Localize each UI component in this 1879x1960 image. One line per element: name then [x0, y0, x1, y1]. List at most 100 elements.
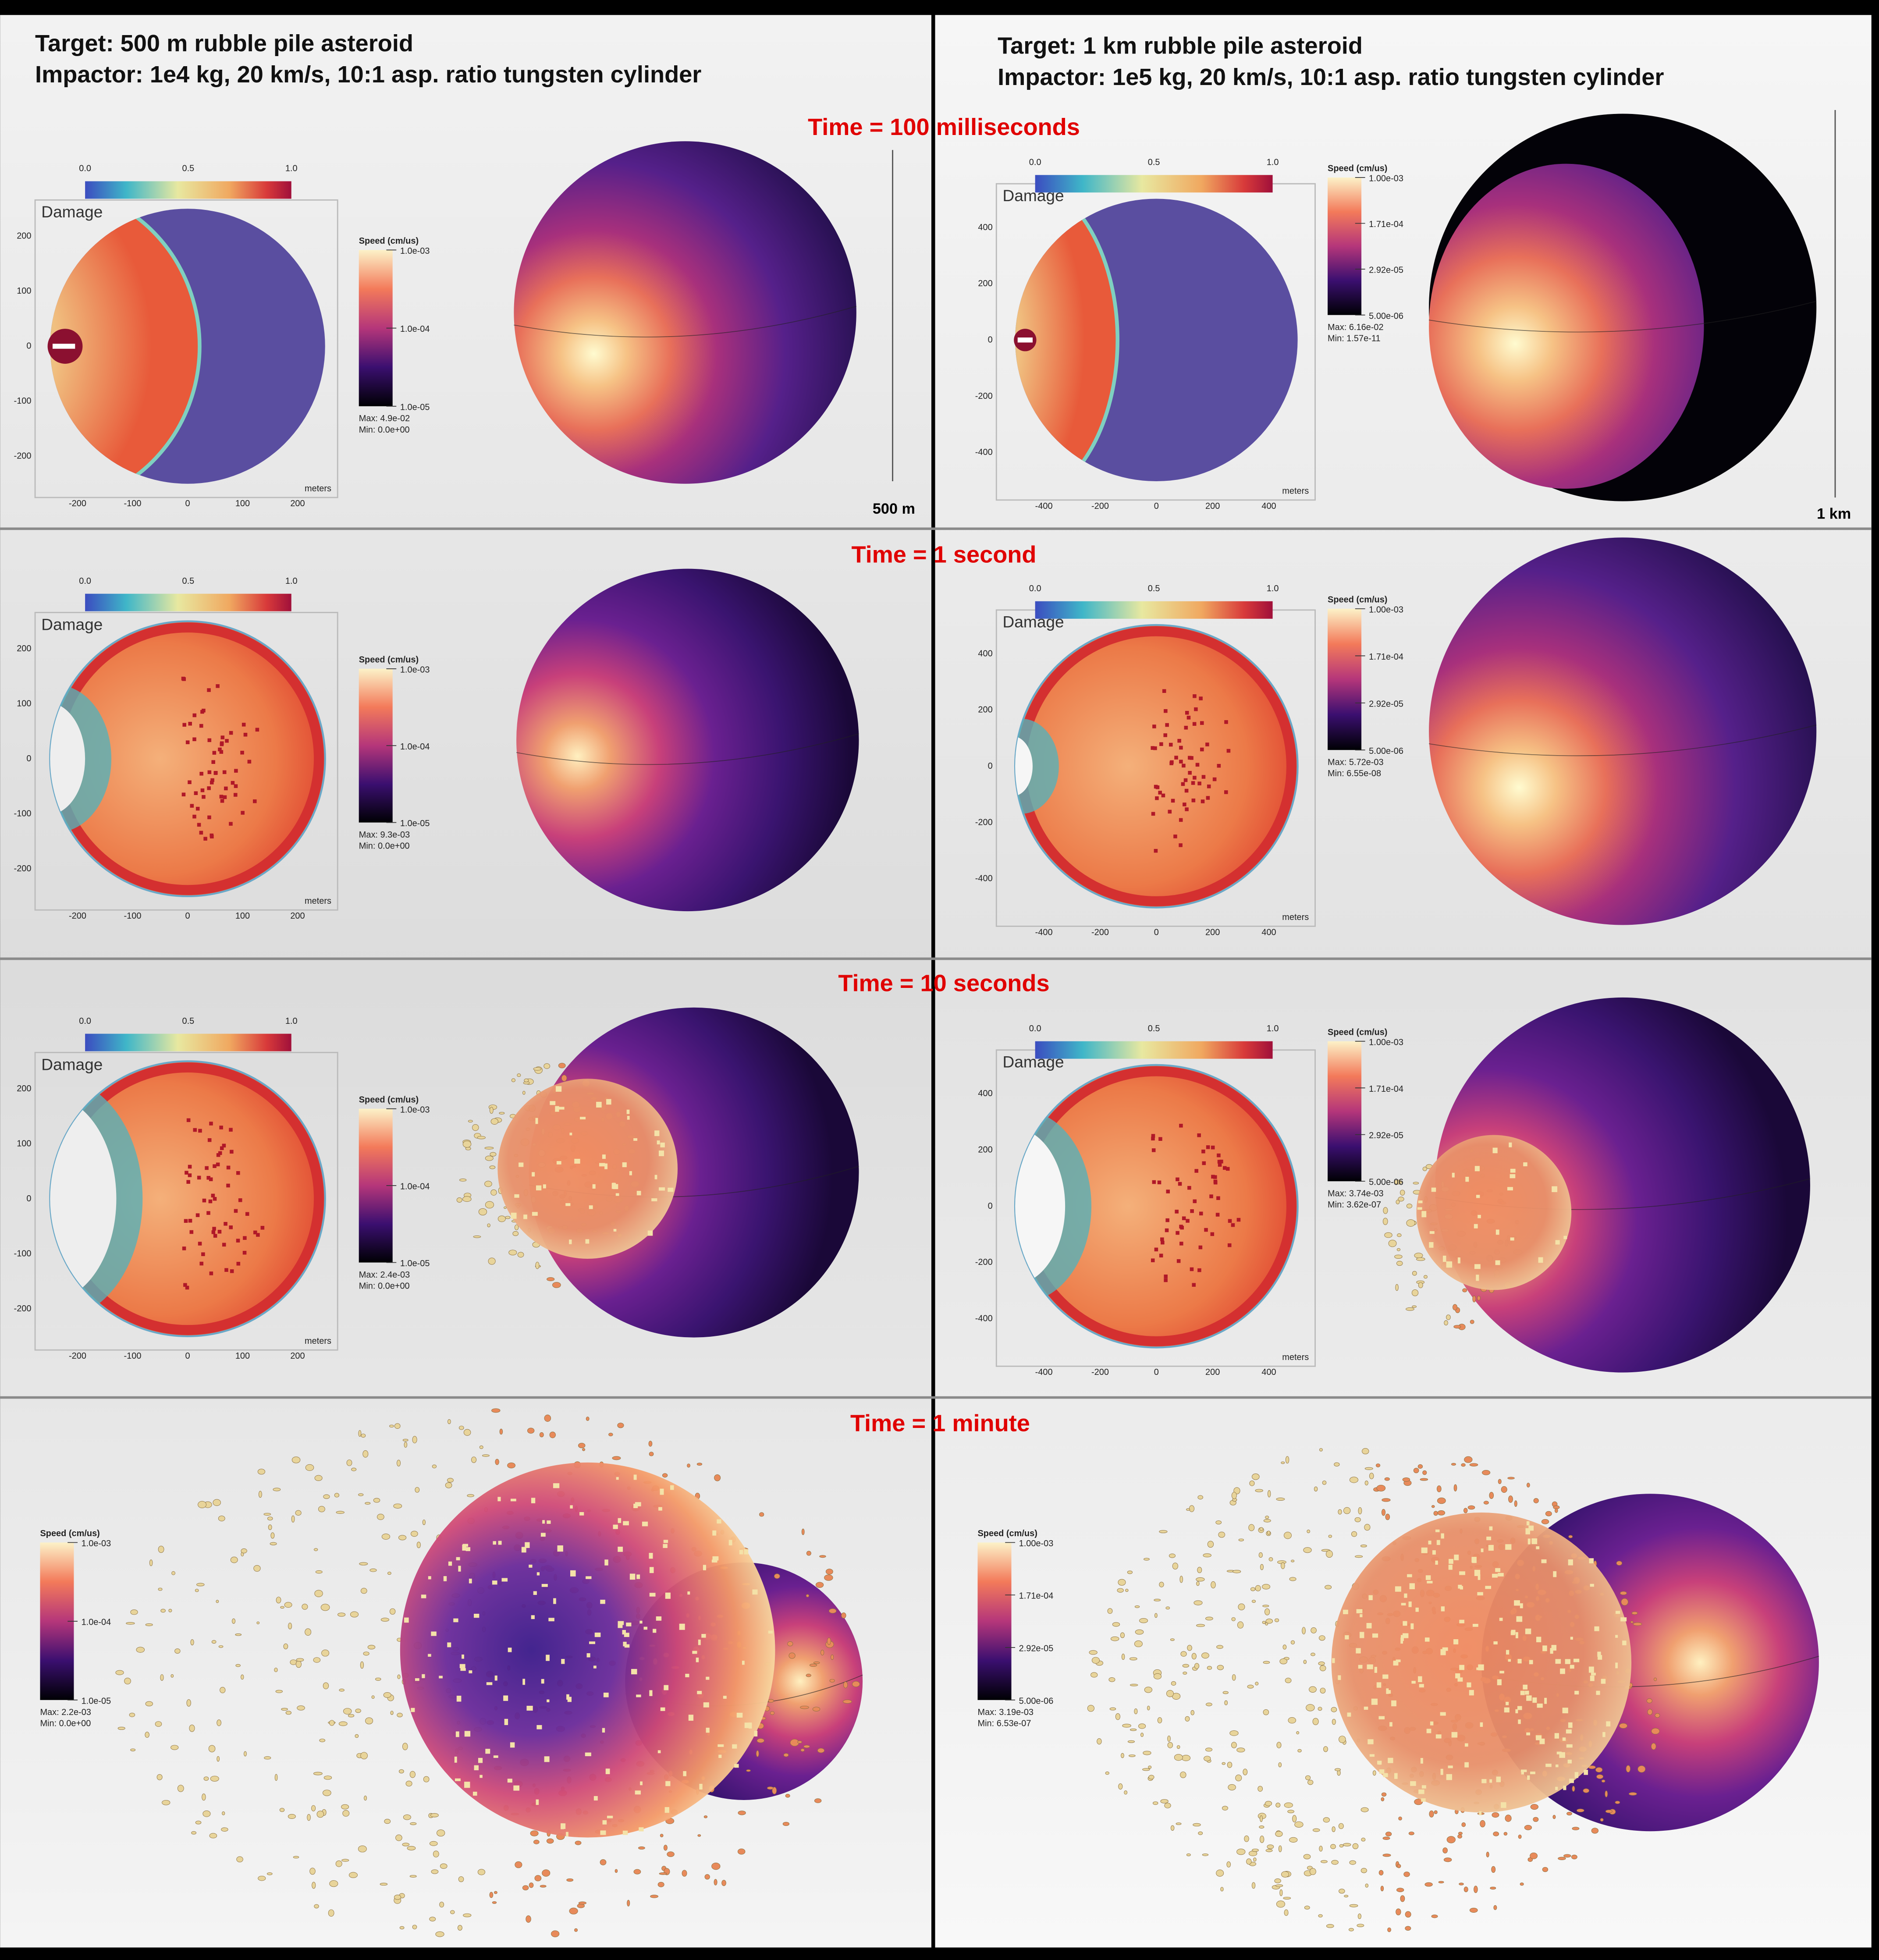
- debris: [1458, 1835, 1462, 1838]
- ejecta-fragment: [644, 1627, 648, 1630]
- damage-speckle: [1175, 1210, 1179, 1214]
- ejecta-fragment: [1568, 1722, 1573, 1728]
- debris: [198, 1501, 206, 1508]
- debris: [1130, 1684, 1138, 1686]
- debris: [1555, 1509, 1558, 1513]
- debris: [402, 1843, 409, 1846]
- damage-speckle: [201, 1252, 205, 1256]
- debris: [1508, 1477, 1515, 1479]
- debris: [477, 1136, 485, 1139]
- ejecta-fragment: [547, 1520, 551, 1524]
- debris: [1492, 1812, 1499, 1817]
- damage-speckle: [234, 769, 238, 773]
- damage-speckle: [1180, 1226, 1184, 1230]
- ejecta-fragment: [1458, 1257, 1460, 1264]
- speed-tick-label: 1.0e-03: [400, 1105, 430, 1115]
- speed-label: Speed (cm/us): [359, 655, 419, 665]
- debris: [667, 1852, 675, 1857]
- debris: [328, 1910, 334, 1917]
- debris: [1183, 1672, 1187, 1675]
- ejecta-fragment: [1518, 1719, 1520, 1724]
- debris: [1284, 1910, 1288, 1916]
- time-label: Time = 100 milliseconds: [808, 114, 1080, 140]
- figure: Target: 500 m rubble pile asteroid Impac…: [0, 0, 1879, 1960]
- ejecta-fragment: [642, 1522, 648, 1527]
- damage-speckle: [1179, 1242, 1183, 1246]
- speed-tick-label: 1.71e-04: [1369, 652, 1403, 662]
- damage-speckle: [1185, 807, 1189, 811]
- debris: [768, 1699, 774, 1702]
- debris: [217, 1756, 220, 1761]
- debris: [368, 1645, 375, 1649]
- debris: [1325, 1585, 1332, 1589]
- debris: [798, 1741, 802, 1743]
- debris: [1385, 1514, 1390, 1520]
- debris: [264, 1757, 271, 1760]
- ejecta-fragment: [1473, 1624, 1478, 1627]
- debris: [697, 1463, 702, 1466]
- ejecta-fragment: [1556, 1240, 1560, 1244]
- debris: [1166, 1690, 1173, 1697]
- debris: [1388, 1928, 1391, 1932]
- debris: [259, 1491, 262, 1498]
- debris: [1647, 1699, 1652, 1703]
- ejecta-fragment: [460, 1664, 465, 1668]
- ejecta-fragment: [665, 1781, 670, 1786]
- damage-speckle: [1193, 776, 1197, 780]
- debris: [241, 1675, 244, 1679]
- ejecta-fragment: [547, 1700, 549, 1702]
- debris: [1558, 1857, 1566, 1860]
- damage-speckle: [1176, 1178, 1179, 1182]
- debris: [315, 1475, 322, 1481]
- debris: [218, 1516, 225, 1521]
- debris: [399, 1769, 404, 1773]
- ejecta-fragment: [1527, 1521, 1530, 1525]
- debris: [254, 1565, 260, 1571]
- ejecta-fragment: [1498, 1573, 1504, 1577]
- ejecta-fragment: [428, 1576, 431, 1579]
- ejecta-fragment: [599, 1163, 605, 1167]
- debris: [1353, 1843, 1358, 1849]
- debris: [1166, 1607, 1170, 1609]
- debris: [1130, 1658, 1137, 1660]
- debris: [1350, 1904, 1358, 1907]
- y-tick-label: 200: [17, 644, 31, 653]
- debris: [1383, 1218, 1388, 1225]
- debris: [1267, 1531, 1270, 1534]
- ejecta-fragment: [696, 1658, 699, 1662]
- debris: [1281, 1462, 1285, 1464]
- debris: [783, 1822, 789, 1825]
- y-tick-label: -200: [14, 451, 32, 461]
- damage-speckle: [208, 1138, 212, 1142]
- max-label: Max: 5.72e-03: [1328, 757, 1384, 767]
- debris: [1459, 1883, 1464, 1885]
- x-tick-label: 0: [1154, 1367, 1159, 1377]
- ejecta-fragment: [569, 1133, 572, 1135]
- debris: [382, 1534, 390, 1540]
- damage-speckle: [210, 778, 214, 782]
- debris: [241, 1548, 247, 1553]
- debris: [1569, 1535, 1573, 1538]
- ejecta-fragment: [1449, 1565, 1453, 1570]
- ejecta-fragment: [654, 1130, 659, 1136]
- x-tick-label: 0: [185, 499, 190, 508]
- damage-speckle: [1178, 1182, 1182, 1186]
- debris: [124, 1678, 131, 1684]
- ejecta-fragment: [556, 1086, 561, 1092]
- debris: [350, 1612, 358, 1617]
- debris: [1418, 1464, 1422, 1468]
- debris: [324, 1776, 331, 1780]
- debris: [1404, 1872, 1410, 1877]
- debris: [329, 1720, 334, 1726]
- debris: [457, 1198, 462, 1203]
- ejecta-fragment: [1545, 1764, 1552, 1767]
- debris: [1396, 1909, 1401, 1915]
- ejecta-fragment: [1616, 1611, 1620, 1614]
- damage-speckle: [1161, 1241, 1165, 1245]
- ejecta-fragment: [1371, 1699, 1378, 1705]
- y-tick-label: -400: [975, 874, 993, 884]
- ejecta-fragment: [1428, 1541, 1431, 1545]
- ejecta-fragment: [1448, 1765, 1453, 1768]
- debris: [1117, 1588, 1123, 1592]
- debris: [338, 1613, 345, 1616]
